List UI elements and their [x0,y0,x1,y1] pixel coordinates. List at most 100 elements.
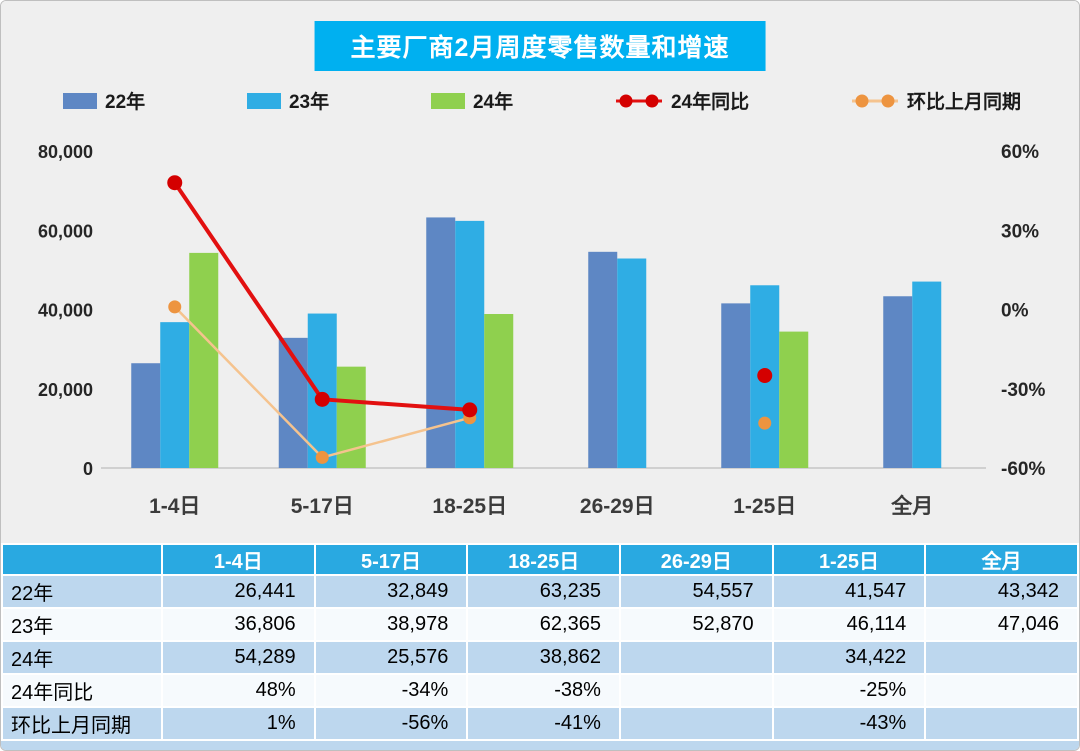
table-row: 24年 54,289 25,576 38,862 34,422 [1,640,1079,675]
table-cell: 32,849 [313,574,469,609]
bar-22年 [588,251,618,468]
bar-line-chart: 80,000 60,000 40,000 20,000 0 60% 30% 0% -30% -60… [38,142,1046,518]
data-table: 1-4日 5-17日 18-25日 26-29日 1-25日 全月 22年 26,441 32,… [1,543,1079,741]
table-cell: 1% [161,706,316,741]
x-axis-category-label: 全月 [890,494,933,518]
bar-23年 [307,313,337,468]
bar-23年 [160,322,190,468]
table-cell [924,640,1079,675]
legend-label: 24年同比 [670,92,750,113]
x-axis-category-label: 26-29日 [580,495,655,518]
table-cell: 62,365 [466,607,621,642]
x-axis-category-label: 18-25日 [432,495,507,518]
table-row: 环比上月同期 1% -56% -41% -43% [1,706,1079,741]
table-row-label: 24年同比 [1,673,163,708]
chart-legend: 22年 23年 24年 24年同比 环比上月同期 [63,87,1021,114]
table-cell: 47,046 [924,607,1079,642]
legend-item-0: 22年 [63,87,145,114]
left-axis-tick: 80,000 [38,142,93,162]
table-cell: 63,235 [466,574,621,609]
bar-24年 [779,331,809,468]
right-axis-tick: 60% [1001,142,1039,163]
table-col-header: 18-25日 [466,543,621,576]
table-cell: 54,557 [618,574,774,609]
table-col-header: 26-29日 [618,543,774,576]
table-cell: -25% [771,673,927,708]
table-cell: 25,576 [313,640,469,675]
legend-label: 24年 [472,92,514,113]
table-cell [618,706,774,741]
table-col-header: 1-25日 [771,543,927,576]
legend-item-1: 23年 [246,87,330,114]
x-axis-category-label: 1-4日 [149,495,200,518]
dot-环比上月同期 [758,416,772,430]
dot-24年同比 [167,175,183,191]
dot-环比上月同期 [315,450,329,464]
bar-22年 [131,363,161,468]
table-row-label: 22年 [1,574,163,609]
chart-section: 80,000 60,000 40,000 20,000 0 60% 30% 0% -30% -60… [1,1,1079,543]
table-row-label: 环比上月同期 [1,706,163,741]
right-axis-tick: -30% [1001,380,1045,401]
bar-22年 [426,217,456,468]
table-cell [924,706,1079,741]
dot-24年同比 [462,402,478,418]
table-cell: 43,342 [924,574,1079,609]
table-cell [924,673,1079,708]
right-axis-tick: 0% [1001,301,1029,322]
legend-label: 环比上月同期 [906,92,1021,113]
legend-label: 23年 [288,92,330,113]
table-cell [618,673,774,708]
table-row-label: 24年 [1,640,163,675]
table-cell [618,640,774,675]
dot-24年同比 [757,368,773,384]
bar-22年 [883,296,913,468]
table-col-header: 5-17日 [313,543,469,576]
table-cell: -43% [771,706,927,741]
table-row-label: 23年 [1,607,163,642]
legend-item-4: 环比上月同期 [851,87,1021,114]
bar-22年 [721,303,751,468]
table-col-header: 全月 [924,543,1079,576]
table-cell: -38% [466,673,621,708]
table-col-header: 1-4日 [161,543,316,576]
legend-label: 22年 [105,92,146,113]
left-axis-tick: 40,000 [38,301,93,321]
table-cell: 48% [161,673,316,708]
table-cell: 36,806 [161,607,316,642]
table-cell: 38,978 [313,607,469,642]
bar-23年 [617,258,647,468]
legend-swatch-icon [430,92,465,109]
right-axis-tick: -60% [1001,459,1045,480]
table-cell: -34% [313,673,469,708]
bar-23年 [912,281,942,468]
bar-24年 [484,314,514,468]
table-cell: 26,441 [161,574,316,609]
left-axis-tick: 60,000 [38,221,93,241]
right-axis-tick: 30% [1001,221,1039,242]
table-cell: 46,114 [771,607,927,642]
dot-环比上月同期 [168,300,182,314]
legend-item-2: 24年 [430,87,514,114]
table-row: 23年 36,806 38,978 62,365 52,870 46,114 47,046 [1,607,1079,642]
legend-item-3: 24年同比 [615,87,749,114]
legend-swatch-icon [246,92,281,109]
table-row: 24年同比 48% -34% -38% -25% [1,673,1079,708]
left-axis-tick: 20,000 [38,380,93,400]
left-axis-tick: 0 [83,459,93,479]
table-cell: 38,862 [466,640,621,675]
dot-24年同比 [314,391,330,407]
table-cell: 54,289 [161,640,316,675]
table-cell: -41% [466,706,621,741]
table-bottom-strip [1,741,1079,750]
legend-swatch-icon [63,92,97,109]
table-cell: 52,870 [618,607,774,642]
x-axis-category-label: 1-25日 [733,495,796,518]
table-cell: 41,547 [771,574,927,609]
table-cell: -56% [313,706,469,741]
x-axis-category-label: 5-17日 [291,495,354,518]
bar-23年 [455,220,485,468]
table-row: 22年 26,441 32,849 63,235 54,557 41,547 43,342 [1,574,1079,609]
table-corner-cell [1,543,163,576]
